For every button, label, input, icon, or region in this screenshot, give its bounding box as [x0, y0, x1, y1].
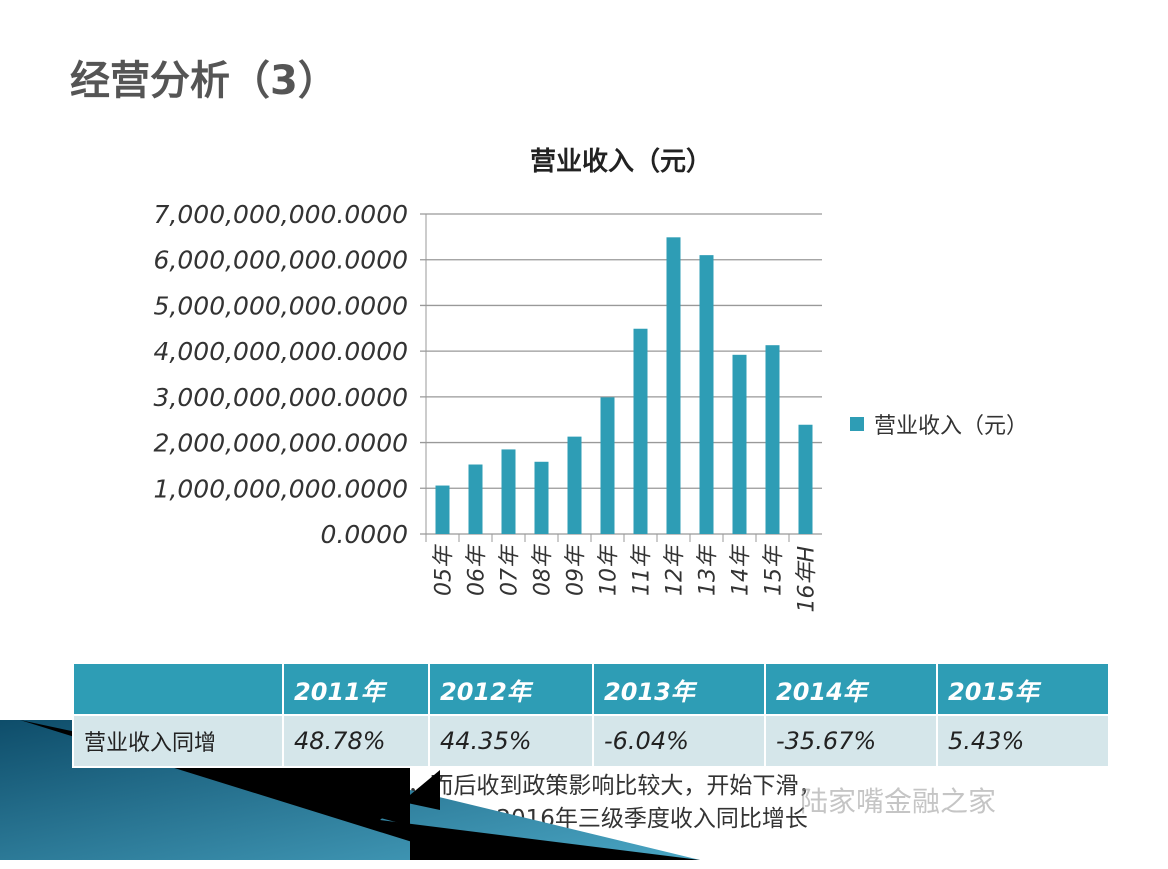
- bar: [732, 354, 747, 534]
- table-cell: 5.43%: [936, 714, 1110, 768]
- x-tick-label: 14年: [729, 544, 754, 596]
- x-tick-label: 06年: [465, 544, 490, 596]
- header-cell: 2014年: [764, 662, 938, 716]
- table-header-row: 2011年 2012年 2013年 2014年 2015年: [72, 662, 1110, 716]
- table-cell: -35.67%: [764, 714, 938, 768]
- header-cell: 2012年: [428, 662, 594, 716]
- table-cell: -6.04%: [592, 714, 766, 768]
- bar: [534, 461, 549, 534]
- y-tick-label: 6,000,000,000.0000: [154, 246, 408, 275]
- bar: [468, 464, 483, 534]
- y-tick-label: 3,000,000,000.0000: [154, 383, 408, 412]
- bar: [435, 485, 450, 534]
- x-tick-label: 05年: [432, 544, 457, 596]
- header-cell: [72, 662, 284, 716]
- legend-swatch: [850, 417, 864, 431]
- x-tick-label: 09年: [564, 544, 589, 596]
- bar: [798, 424, 813, 534]
- chart-title: 营业收入（元）: [530, 147, 712, 177]
- bar: [600, 397, 615, 534]
- table-cell: 48.78%: [282, 714, 430, 768]
- bar: [501, 449, 516, 534]
- bar: [633, 328, 648, 534]
- x-tick-label: 11年: [630, 544, 655, 596]
- bar: [567, 436, 582, 534]
- x-tick-label: 16年H: [795, 546, 820, 613]
- y-tick-label: 1,000,000,000.0000: [154, 474, 408, 503]
- table-row: 营业收入同增 48.78% 44.35% -6.04% -35.67% 5.43…: [72, 714, 1110, 768]
- y-tick-label: 2,000,000,000.0000: [154, 429, 408, 458]
- header-cell: 2013年: [592, 662, 766, 716]
- legend-label: 营业收入（元）: [874, 414, 1029, 439]
- x-tick-label: 15年: [762, 544, 787, 596]
- bar: [666, 237, 681, 535]
- x-tick-label: 12年: [663, 544, 688, 596]
- row-label: 营业收入同增: [72, 714, 284, 768]
- bar: [765, 345, 780, 534]
- x-tick-label: 13年: [696, 544, 721, 596]
- y-tick-label: 7,000,000,000.0000: [154, 200, 408, 229]
- y-tick-label: 5,000,000,000.0000: [154, 291, 408, 320]
- x-tick-label: 08年: [531, 544, 556, 596]
- growth-table: 2011年 2012年 2013年 2014年 2015年 营业收入同增 48.…: [72, 662, 1110, 768]
- header-cell: 2015年: [936, 662, 1110, 716]
- chart-legend: 营业收入（元）: [850, 408, 1028, 440]
- table-cell: 44.35%: [428, 714, 594, 768]
- y-tick-label: 4,000,000,000.0000: [154, 337, 408, 366]
- slide-title: 经营分析（3）: [70, 58, 338, 104]
- bar-chart: 营业收入（元） 0.0000 1,000,000,000.0000 2,000,000…: [154, 147, 822, 613]
- x-tick-label: 10年: [597, 544, 622, 596]
- x-tick-label: 07年: [498, 544, 523, 596]
- y-tick-label: 0.0000: [321, 520, 408, 549]
- bar: [699, 255, 714, 534]
- header-cell: 2011年: [282, 662, 430, 716]
- watermark: 陆家嘴金融之家: [800, 785, 997, 818]
